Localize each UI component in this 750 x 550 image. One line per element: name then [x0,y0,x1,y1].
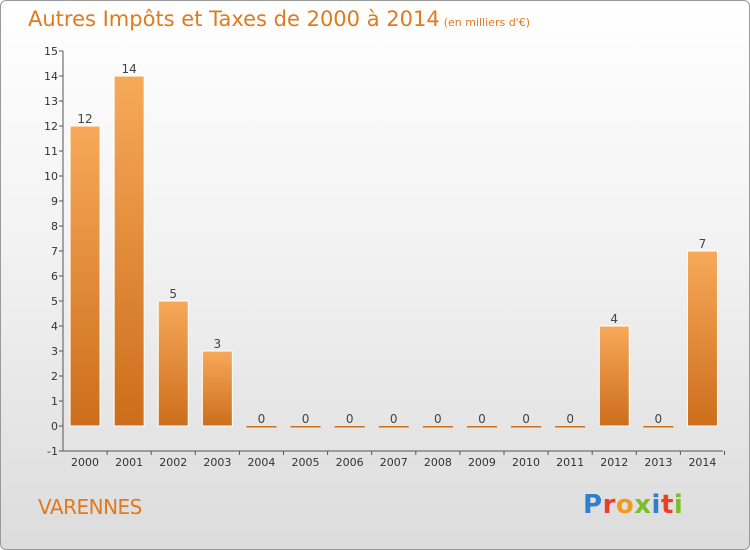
bar-2001 [113,75,145,427]
x-tick-label: 2000 [71,456,99,469]
data-label-2005: 0 [302,412,310,426]
data-label-2003: 3 [214,337,222,351]
logo-letter: i [673,490,684,520]
x-tick-label: 2002 [159,456,187,469]
logo-letter: P [583,490,603,520]
data-label-2011: 0 [566,412,574,426]
bar-2014 [686,250,718,427]
data-label-2001: 14 [122,62,137,76]
data-label-2004: 0 [258,412,266,426]
data-label-2006: 0 [346,412,354,426]
bar-2006 [334,426,365,428]
x-tick-label: 2004 [247,456,275,469]
x-tick-label: 2009 [468,456,496,469]
bar-2013 [643,426,674,428]
proxiti-logo: Proxiti [583,490,683,520]
logo-letter: i [651,490,661,520]
y-tick-label: 5 [51,295,58,308]
x-tick-label: 2014 [688,456,716,469]
commune-name: VARENNES [38,495,142,519]
y-tick-label: 0 [51,420,58,433]
bar-2011 [555,426,586,428]
logo-letter: o [615,490,635,520]
data-label-2002: 5 [169,287,177,301]
x-tick-label: 2007 [380,456,408,469]
bar-2000 [69,125,101,427]
chart-title-text: Autres Impôts et Taxes de 2000 à 2014 [28,7,440,31]
y-tick-label: 12 [44,120,58,133]
bar-2007 [378,426,409,428]
bar-2003 [201,350,233,427]
x-tick-label: 2012 [600,456,628,469]
bar-2012 [598,325,630,427]
y-tick-label: 4 [51,320,58,333]
logo-letter: r [602,490,616,520]
y-tick-label: 14 [44,70,58,83]
bar-2004 [246,426,277,428]
x-tick-label: 2006 [336,456,364,469]
x-tick-label: 2008 [424,456,452,469]
data-label-2014: 7 [699,237,707,251]
data-label-2010: 0 [522,412,530,426]
logo-letter: t [660,490,674,520]
chart-bars [69,75,718,428]
x-tick-label: 2013 [644,456,672,469]
y-tick-label: 13 [44,95,58,108]
chart-title: Autres Impôts et Taxes de 2000 à 2014 (en… [28,7,530,31]
y-tick-label: 3 [51,345,58,358]
data-label-2013: 0 [655,412,663,426]
chart-data-labels: 12 14 5 3 0 0 0 0 0 0 0 0 4 0 7 [77,62,706,426]
x-tick-label: 2001 [115,456,143,469]
data-label-2007: 0 [390,412,398,426]
x-tick-label: 2003 [203,456,231,469]
bar-2008 [422,426,453,428]
logo-letter: x [634,490,652,520]
bar-2010 [511,426,542,428]
data-label-2012: 4 [610,312,618,326]
y-tick-label: 1 [51,395,58,408]
bar-2005 [290,426,321,428]
y-tick-label: 2 [51,370,58,383]
y-tick-label: 6 [51,270,58,283]
data-label-2009: 0 [478,412,486,426]
x-tick-label: 2005 [292,456,320,469]
y-tick-label: 9 [51,195,58,208]
y-tick-label: 15 [44,45,58,58]
y-tick-label: 8 [51,220,58,233]
chart-subtitle: (en milliers d'€) [443,16,530,29]
x-tick-label: 2011 [556,456,584,469]
data-label-2000: 12 [77,112,92,126]
y-tick-label: 11 [44,145,58,158]
bar-2009 [466,426,497,428]
y-tick-label: 10 [44,170,58,183]
x-tick-label: 2010 [512,456,540,469]
y-tick-label: -1 [47,445,58,458]
bar-2002 [157,300,189,427]
data-label-2008: 0 [434,412,442,426]
y-tick-label: 7 [51,245,58,258]
